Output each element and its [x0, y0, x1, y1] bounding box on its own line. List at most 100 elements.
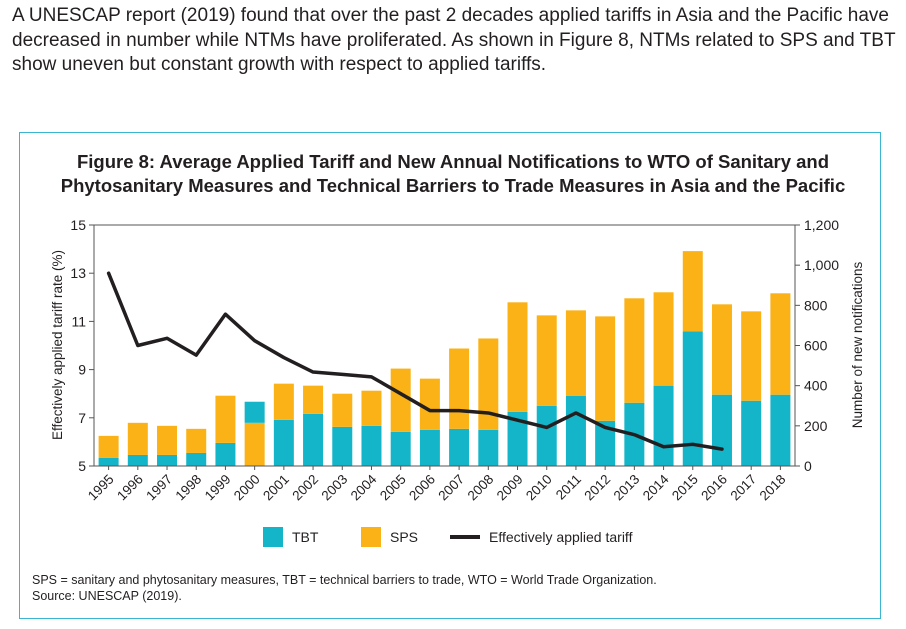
tbt-bar-2000: [244, 401, 265, 423]
left-tick-label: 15: [70, 217, 86, 233]
left-tick-label: 13: [70, 265, 86, 281]
tariff-line: [106, 271, 724, 451]
sps-bar-2017: [741, 311, 762, 401]
tbt-bar-2009: [507, 411, 528, 466]
legend-label-tbt: TBT: [292, 529, 319, 545]
x-tick-label-2006: 2006: [406, 472, 438, 504]
sps-bar-2004: [361, 390, 382, 426]
tbt-bar-1999: [215, 442, 236, 466]
tbt-bar-2007: [449, 428, 470, 466]
x-tick-label-2010: 2010: [523, 472, 555, 504]
tbt-bar-2005: [390, 431, 411, 466]
left-tick-label: 5: [78, 458, 86, 474]
bar-group: [98, 251, 791, 466]
x-tick-label-1999: 1999: [202, 472, 234, 504]
figure-notes: SPS = sanitary and phytosanitary measure…: [32, 572, 657, 604]
right-axis-title: Number of new notifications: [850, 261, 865, 428]
legend-item-tbt: TBT: [263, 526, 318, 548]
x-tick-label-1998: 1998: [172, 472, 204, 504]
right-tick-label: 0: [804, 458, 812, 474]
right-tick-label: 800: [804, 297, 828, 313]
sps-bar-2005: [390, 368, 411, 432]
x-tick-label-2011: 2011: [553, 472, 584, 503]
sps-bar-2008: [478, 338, 499, 430]
x-tick-label-2018: 2018: [757, 472, 789, 504]
sps-bar-2000: [244, 422, 265, 466]
left-tick-label: 11: [71, 313, 86, 329]
x-tick-label-2013: 2013: [611, 472, 643, 504]
x-tick-label-2017: 2017: [727, 472, 759, 504]
sps-bar-2006: [419, 378, 440, 430]
legend-swatch-tbt: [263, 527, 283, 547]
tbt-bar-2002: [303, 413, 324, 466]
right-tick-label: 200: [804, 418, 828, 434]
x-tick-label-2012: 2012: [581, 472, 613, 504]
x-tick-label-1997: 1997: [143, 472, 175, 504]
right-tick-label: 400: [804, 378, 828, 394]
legend-label-tariff: Effectively applied tariff: [489, 529, 633, 545]
sps-bar-2002: [303, 385, 324, 414]
x-tick-label-2004: 2004: [348, 471, 380, 503]
sps-bar-2016: [711, 304, 732, 395]
tbt-bar-2012: [595, 420, 616, 466]
x-tick-label-2014: 2014: [640, 471, 672, 503]
tbt-bar-2018: [770, 394, 791, 466]
source-text: Source: UNESCAP (2019).: [32, 589, 182, 603]
right-tick-label: 600: [804, 338, 828, 354]
chart-legend: TBT SPS Effectively applied tariff: [0, 526, 906, 548]
tbt-bar-1996: [127, 454, 148, 466]
legend-label-sps: SPS: [390, 529, 419, 545]
x-tick-label-2003: 2003: [319, 472, 351, 504]
sps-bar-1996: [127, 422, 148, 455]
sps-bar-2011: [565, 310, 586, 396]
figure-title: Figure 8: Average Applied Tariff and New…: [0, 150, 906, 198]
x-tick-label-2009: 2009: [494, 472, 526, 504]
tbt-bar-2016: [711, 394, 732, 466]
tbt-bar-2014: [653, 385, 674, 466]
sps-bar-2018: [770, 293, 791, 395]
x-tick-label-2000: 2000: [231, 472, 263, 504]
legend-swatch-sps: [361, 527, 381, 547]
left-tick-label: 9: [78, 362, 86, 378]
tbt-bar-2006: [419, 429, 440, 466]
figure-title-line-2: Phytosanitary Measures and Technical Bar…: [60, 175, 846, 196]
tbt-bar-2017: [741, 400, 762, 466]
x-tick-label-1996: 1996: [114, 472, 146, 504]
sps-bar-2012: [595, 316, 616, 421]
legend-item-sps: SPS: [361, 526, 418, 548]
x-tick-label-1995: 1995: [85, 472, 117, 504]
left-tick-label: 7: [78, 410, 86, 426]
intro-paragraph: A UNESCAP report (2019) found that over …: [12, 5, 896, 75]
figure-title-line-1: Figure 8: Average Applied Tariff and New…: [76, 151, 830, 172]
tbt-bar-1998: [186, 452, 207, 466]
tbt-bar-1995: [98, 457, 119, 466]
tbt-bar-1997: [157, 454, 178, 466]
sps-bar-2003: [332, 393, 353, 427]
x-tick-label-2002: 2002: [289, 472, 321, 504]
tbt-bar-2003: [332, 426, 353, 466]
x-tick-label-2008: 2008: [465, 472, 497, 504]
tbt-bar-2010: [536, 405, 557, 466]
sps-bar-2007: [449, 348, 470, 429]
sps-bar-2010: [536, 315, 557, 406]
sps-bar-2014: [653, 292, 674, 386]
tariff-line-group: [106, 271, 724, 451]
sps-bar-2009: [507, 302, 528, 412]
figure-frame: [19, 132, 881, 619]
x-tick-label-2016: 2016: [698, 472, 730, 504]
legend-item-tariff: Effectively applied tariff: [450, 526, 632, 548]
sps-bar-1997: [157, 425, 178, 455]
tbt-bar-2001: [273, 419, 294, 466]
x-tick-label-2007: 2007: [435, 472, 467, 504]
x-tick-label-2001: 2001: [260, 472, 292, 504]
footnote-text: SPS = sanitary and phytosanitary measure…: [32, 573, 657, 587]
sps-bar-1999: [215, 395, 236, 443]
legend-swatch-tariff: [450, 535, 480, 539]
tbt-bar-2011: [565, 395, 586, 466]
left-axis-title: Effectively applied tariff rate (%): [50, 250, 65, 440]
tbt-bar-2015: [682, 331, 703, 466]
sps-bar-2013: [624, 298, 645, 403]
sps-bar-1998: [186, 428, 207, 453]
x-tick-label-2015: 2015: [669, 472, 701, 504]
